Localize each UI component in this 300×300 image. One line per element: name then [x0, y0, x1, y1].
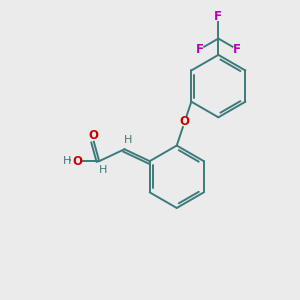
Text: O: O [73, 154, 83, 168]
Text: H: H [99, 165, 107, 175]
Text: F: F [233, 43, 241, 56]
Text: H: H [63, 156, 71, 166]
Text: ·: · [68, 154, 72, 168]
Text: F: F [196, 43, 204, 56]
Text: O: O [180, 115, 190, 128]
Text: H: H [124, 135, 132, 145]
Text: F: F [214, 10, 222, 23]
Text: O: O [89, 129, 99, 142]
